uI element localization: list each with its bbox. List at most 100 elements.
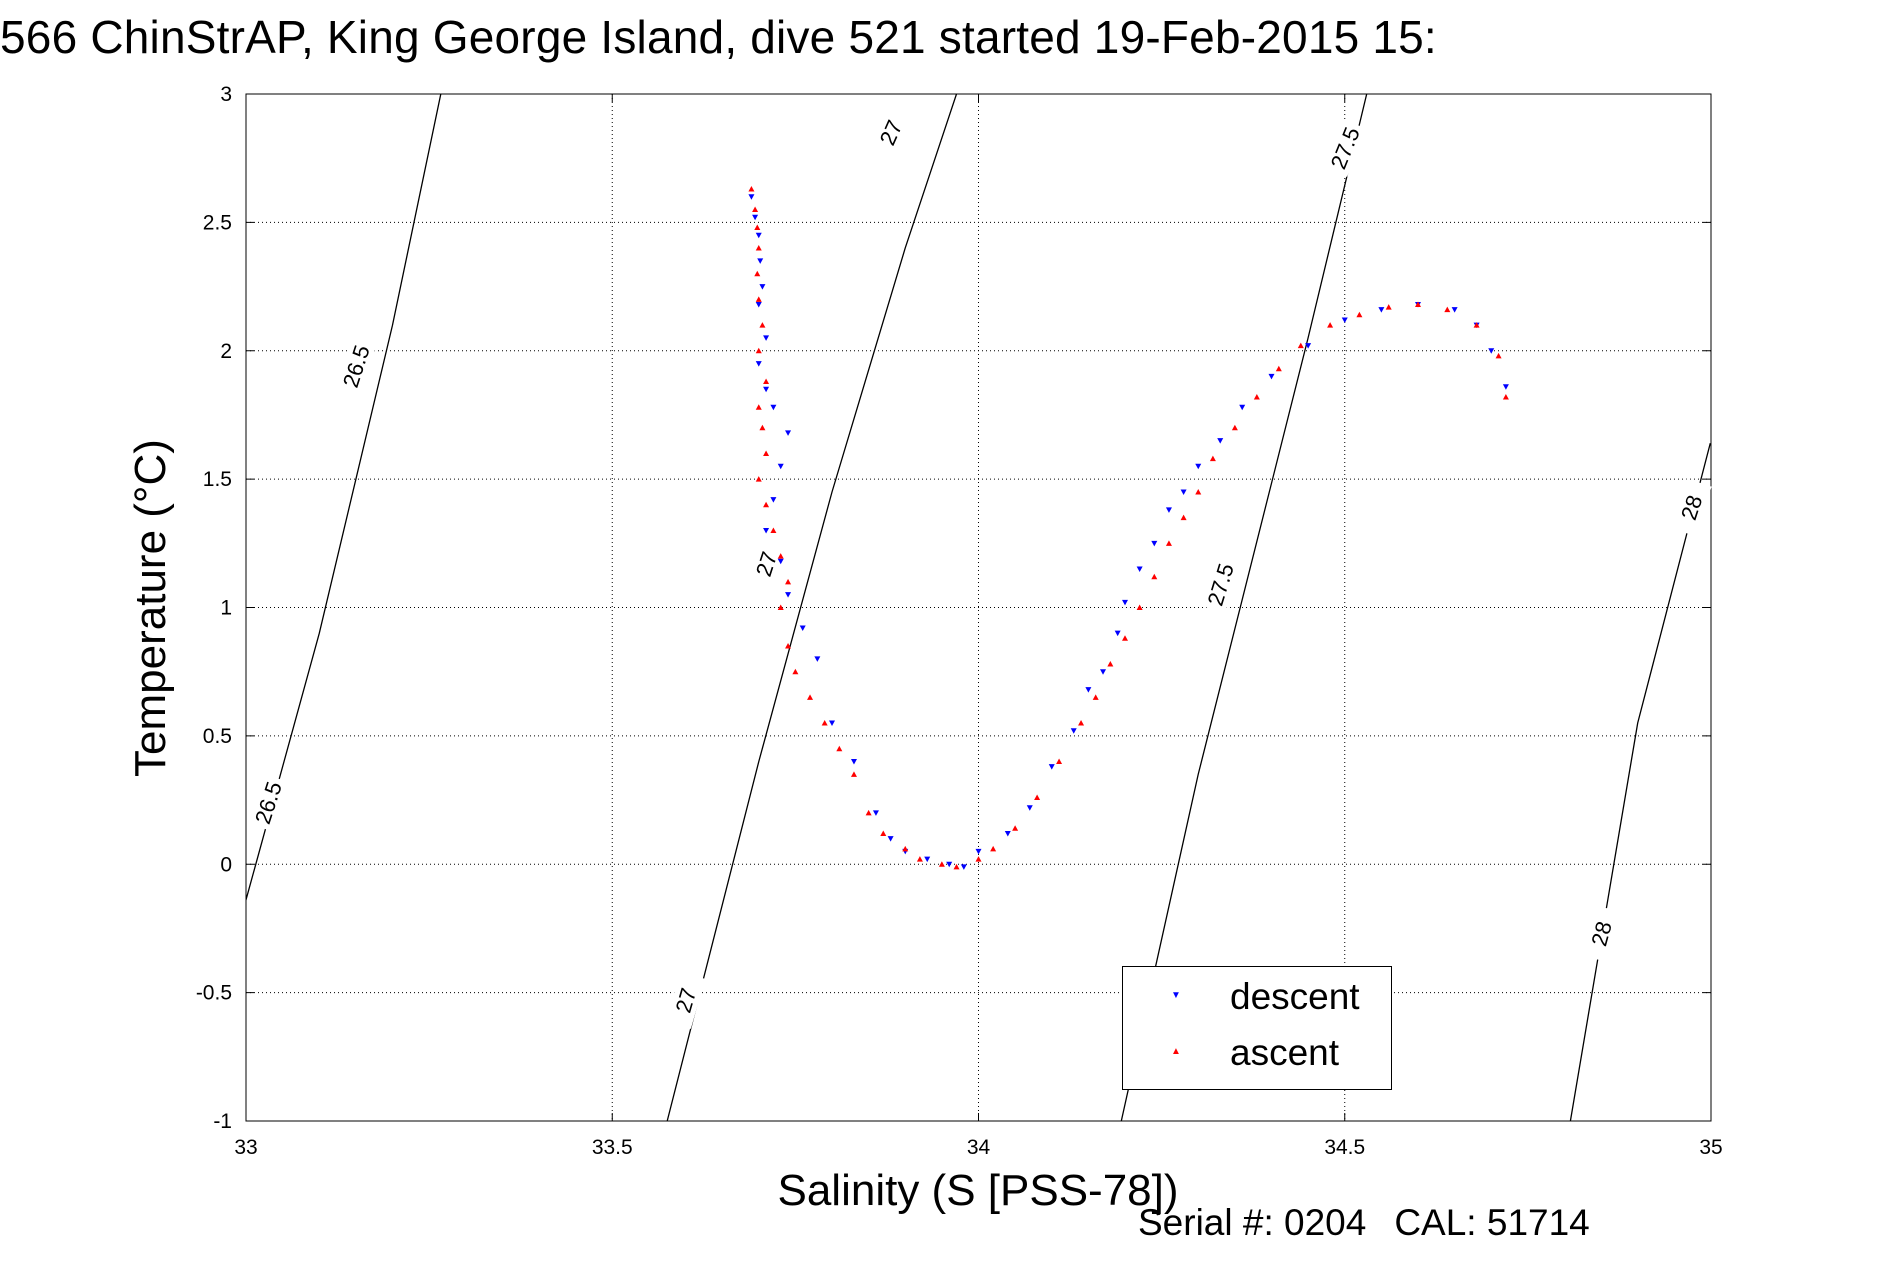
ascent-point <box>990 845 997 852</box>
ascent-point <box>755 404 762 410</box>
descent-point <box>755 302 762 308</box>
serial-number: Serial #: 0204 <box>1138 1202 1367 1243</box>
ascent-point <box>763 450 770 456</box>
ascent-point <box>748 185 755 192</box>
ascent-point <box>1012 825 1019 831</box>
ascent-point <box>1151 573 1158 580</box>
descent-point <box>759 284 766 290</box>
ascent-point <box>792 668 799 675</box>
ascent-point <box>953 863 960 870</box>
contour-label-background <box>1322 118 1367 177</box>
descent-point <box>1026 805 1033 811</box>
descent-point <box>960 864 967 870</box>
descent-point <box>799 625 806 632</box>
ascent-point <box>821 720 828 726</box>
descent-point <box>1085 687 1092 693</box>
descent-point <box>763 335 770 341</box>
descent-point <box>1488 348 1495 354</box>
legend: ▼ descent ▲ ascent <box>1122 966 1392 1090</box>
ascent-point <box>1297 342 1304 349</box>
x-tick-label: 33 <box>234 1136 257 1159</box>
x-tick-label: 34.5 <box>1324 1136 1365 1159</box>
x-tick-label: 33.5 <box>592 1136 633 1159</box>
data-points <box>748 185 1509 870</box>
legend-item-descent: ▼ descent <box>1123 971 1391 1021</box>
descent-point <box>1165 507 1172 513</box>
descent-point <box>1122 599 1128 606</box>
y-tick-label: 2.5 <box>203 211 232 234</box>
ascent-point <box>755 476 762 482</box>
ascent-point <box>938 861 945 867</box>
ascent-point <box>1385 304 1392 310</box>
x-axis-label: Salinity (S [PSS-78]) <box>777 1166 1178 1215</box>
descent-point <box>1378 307 1385 313</box>
descent-point <box>777 463 784 470</box>
ascent-point <box>1034 794 1041 800</box>
ascent-point <box>902 845 909 852</box>
ascent-point <box>763 501 770 508</box>
calibration-number: CAL: 51714 <box>1394 1202 1590 1243</box>
ascent-point <box>850 771 857 777</box>
ascent-point <box>975 856 982 862</box>
ascent-point <box>1180 514 1187 521</box>
descent-point <box>770 497 777 503</box>
descent-point <box>1239 404 1246 411</box>
contour-label-background <box>665 971 706 1029</box>
legend-item-ascent: ▲ ascent <box>1123 1027 1391 1077</box>
descent-point <box>872 810 879 816</box>
ascent-point <box>880 830 887 836</box>
contour-label-background <box>868 103 914 162</box>
descent-point <box>1048 764 1055 770</box>
descent-point <box>770 404 777 411</box>
descent-point <box>1195 463 1202 470</box>
density-contour-28 <box>1569 443 1711 1121</box>
ascent-point <box>1056 758 1063 765</box>
descent-point <box>1451 307 1458 313</box>
x-tick-label: 35 <box>1699 1136 1722 1159</box>
descent-point <box>975 848 982 855</box>
ascent-point <box>1231 424 1238 431</box>
y-tick-label: 1.5 <box>203 468 232 491</box>
contour-label-background <box>335 337 377 395</box>
ascent-point <box>1165 540 1172 546</box>
ascent-point <box>755 245 762 251</box>
descent-point <box>814 656 821 662</box>
descent-point <box>1268 373 1275 380</box>
descent-point <box>1100 669 1107 675</box>
descent-point <box>752 214 759 221</box>
descent-point <box>785 592 792 598</box>
ascent-point <box>1136 604 1143 610</box>
ascent-point <box>759 322 766 328</box>
descent-point <box>777 558 784 565</box>
y-tick-label: -1 <box>213 1110 232 1133</box>
descent-point <box>1136 566 1143 572</box>
descent-point <box>850 759 857 765</box>
ascent-point <box>754 270 761 277</box>
y-tick-label: 0 <box>220 853 232 876</box>
ascent-point <box>759 424 766 431</box>
descent-point <box>887 836 894 842</box>
ascent-point <box>1092 694 1099 700</box>
descent-point <box>829 720 835 727</box>
ascent-point <box>1195 488 1202 495</box>
ascent-point <box>755 296 762 302</box>
ascent-point <box>755 347 762 354</box>
descent-marker-icon: ▼ <box>1171 990 1181 1001</box>
descent-point <box>1341 317 1348 323</box>
ascent-point <box>1356 311 1363 318</box>
ascent-marker-icon: ▲ <box>1171 1046 1181 1057</box>
descent-point <box>946 861 953 868</box>
ascent-point <box>763 378 770 385</box>
ascent-point <box>1495 352 1502 359</box>
contour-label-background <box>1200 555 1241 614</box>
y-tick-label: 2 <box>220 340 232 363</box>
ascent-point <box>1327 322 1334 328</box>
ascent-point <box>1209 455 1216 462</box>
legend-label-descent: descent <box>1230 976 1360 1017</box>
ascent-point <box>754 224 761 231</box>
density-contour-27 <box>666 94 958 1121</box>
ascent-point <box>1253 393 1260 400</box>
descent-point <box>763 527 770 534</box>
ascent-point <box>1473 322 1480 328</box>
